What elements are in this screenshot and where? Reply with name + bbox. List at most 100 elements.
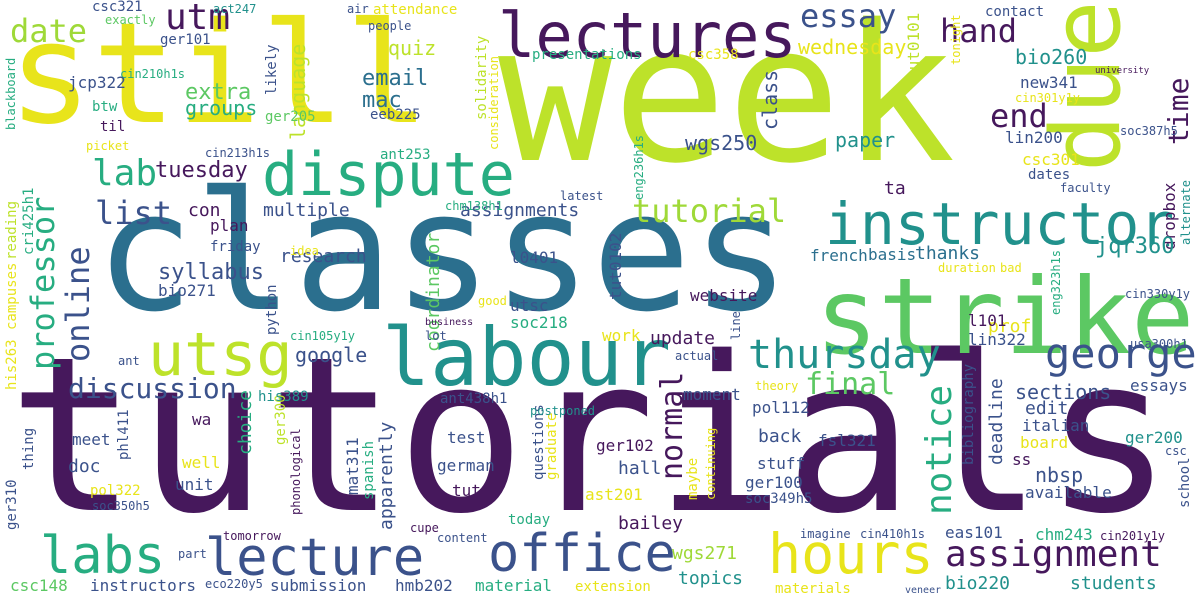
word-bio220: bio220 — [945, 573, 1011, 594]
word-eng323h1s: eng323h1s — [1049, 249, 1063, 315]
word-new341: new341 — [1020, 73, 1078, 92]
word-good: good — [478, 294, 507, 308]
word-instructors: instructors — [90, 576, 196, 595]
word-pol322: pol322 — [90, 483, 141, 499]
word-groups: groups — [185, 96, 258, 120]
word-test: test — [447, 428, 486, 447]
word-business: business — [425, 317, 474, 328]
word-reading: reading — [4, 200, 20, 260]
word-ss: ss — [1012, 450, 1032, 469]
word-tomorrow: tomorrow — [223, 529, 281, 543]
word-ant438h1: ant438h1 — [440, 391, 508, 407]
word-cin210h1s: cin210h1s — [120, 67, 186, 81]
word-final: final — [805, 367, 896, 402]
word-ger310: ger310 — [4, 479, 20, 530]
word-soc349h5: soc349h5 — [745, 491, 813, 507]
word-continuing: continuing — [704, 427, 718, 500]
word-update: update — [650, 328, 716, 349]
word-likely: likely — [264, 44, 280, 95]
word-online: online — [59, 246, 97, 362]
word-cin330y1y: cin330y1y — [1125, 287, 1191, 301]
word-people: people — [368, 19, 412, 33]
word-choice: choice — [235, 389, 256, 455]
word-ger101: ger101 — [160, 32, 211, 48]
word-graduate: graduate — [544, 412, 560, 480]
word-wgs271: wgs271 — [672, 543, 738, 564]
word-italian: italian — [1022, 416, 1090, 435]
word-latest: latest — [560, 189, 604, 203]
word-btw: btw — [92, 99, 118, 115]
word-eng236h1s: eng236h1s — [632, 134, 646, 200]
word-jqr360: jqr360 — [1095, 234, 1175, 259]
word-available: available — [1025, 483, 1112, 502]
word-jcp322: jcp322 — [68, 73, 126, 92]
word-hall: hall — [618, 458, 662, 479]
word-tuesday: tuesday — [155, 158, 248, 183]
word-chm243: chm243 — [1035, 525, 1093, 544]
word-csc358: csc358 — [688, 47, 739, 63]
word-lot: lot — [425, 329, 447, 343]
word-maybe: maybe — [685, 457, 701, 500]
word-content: content — [437, 531, 488, 545]
word-campuses: campuses — [4, 262, 20, 330]
word-tonight: tonight — [949, 14, 963, 65]
word-labour: labour — [382, 311, 671, 404]
word-thanks: thanks — [915, 243, 981, 264]
word-lectures: lectures — [498, 0, 797, 72]
word-prof: prof — [988, 316, 1032, 337]
word-ger100: ger100 — [745, 473, 803, 492]
word-extra: extra — [185, 80, 252, 105]
word-board: board — [1020, 433, 1069, 452]
word-chm138h1: chm138h1 — [445, 199, 503, 213]
word-cin213h1s: cin213h1s — [205, 146, 271, 160]
word-end: end — [990, 97, 1048, 135]
word-essays: essays — [1130, 376, 1188, 395]
word-work: work — [602, 326, 641, 345]
word-phl411: phl411 — [116, 409, 132, 460]
word-part: part — [178, 547, 207, 561]
word-usa300h1: usa300h1 — [1130, 337, 1188, 351]
word-his389: his389 — [258, 389, 309, 405]
word-wednesday: wednesday — [798, 35, 907, 59]
word-soc350h5: soc350h5 — [92, 499, 150, 513]
word-cin105y1y: cin105y1y — [290, 329, 356, 343]
word-exactly: exactly — [105, 13, 156, 27]
word-hmb202: hmb202 — [395, 576, 453, 595]
word-blackboard: blackboard — [4, 57, 18, 130]
word-csc321: csc321 — [92, 0, 143, 15]
word-duration: duration — [938, 261, 996, 275]
word-tutorial: tutorial — [632, 192, 787, 230]
word-lab: lab — [92, 153, 158, 194]
word-wgs250: wgs250 — [685, 131, 758, 155]
word-multiple: multiple — [263, 200, 350, 221]
word-nbsp: nbsp — [1035, 463, 1084, 487]
word-ger200: ger200 — [1125, 428, 1183, 447]
word-bailey: bailey — [618, 513, 684, 534]
word-line: line — [729, 311, 743, 340]
word-french: french — [810, 246, 868, 265]
word-today: today — [508, 512, 551, 528]
word-school: school — [1177, 457, 1193, 508]
word-l0401: l0401 — [510, 248, 559, 267]
word-faculty: faculty — [1060, 181, 1111, 195]
word-csc: csc — [1165, 444, 1187, 458]
word-list: list — [95, 194, 173, 232]
word-assignment: assignment — [945, 534, 1162, 575]
word-soc218: soc218 — [510, 313, 568, 332]
word-basis: basis — [868, 245, 917, 264]
word-picket: picket — [86, 139, 130, 153]
word-tut0102: tut0102 — [606, 232, 625, 300]
word-cri425h1: cri425h1 — [21, 187, 37, 255]
word-bio271: bio271 — [158, 281, 216, 300]
word-assignments: assignments — [460, 200, 580, 221]
word-friday: friday — [210, 239, 261, 255]
word-mac: mac — [362, 88, 402, 113]
word-office: office — [488, 524, 676, 584]
word-dispute: dispute — [262, 140, 515, 210]
word-submission: submission — [270, 576, 367, 595]
word-lecture: lecture — [205, 528, 425, 588]
word-attendance: attendance — [373, 2, 458, 18]
word-thing: thing — [21, 427, 37, 470]
word-mat311: mat311 — [343, 437, 362, 495]
